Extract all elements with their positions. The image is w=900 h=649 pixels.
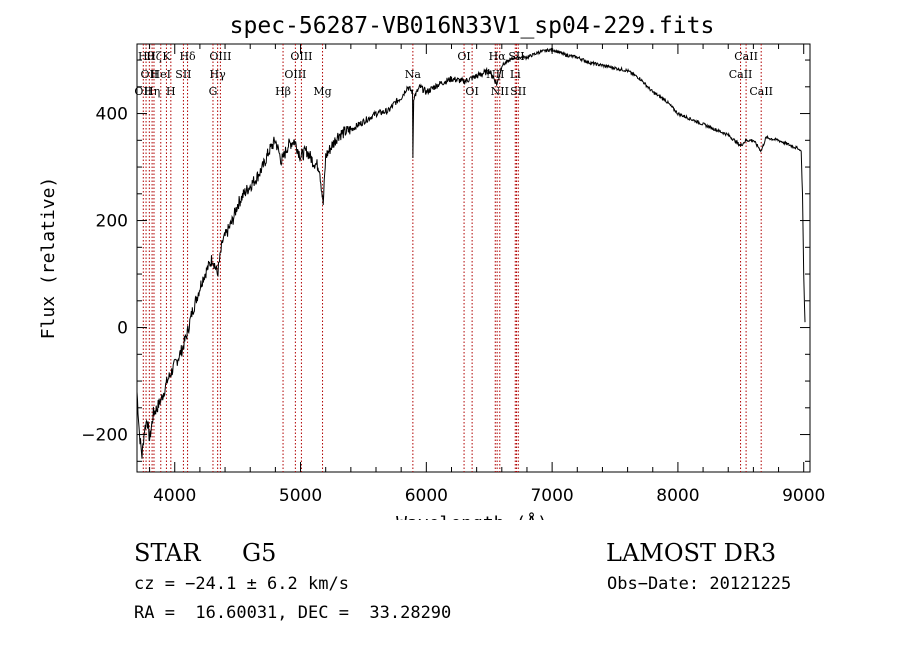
line-label: SII [508,50,524,63]
coordinates: RA = 16.60031, DEC = 33.28290 [134,603,452,623]
line-label: Na [405,68,422,81]
plot-frame [136,43,811,473]
line-label: OII [140,68,158,81]
object-type: STAR [134,539,201,567]
line-label: OIII [284,68,306,81]
spectral-subclass: G5 [242,539,277,567]
observation-date: Obs−Date: 20121225 [607,574,792,594]
y-tick-label: 0 [117,319,128,339]
line-label: Hα [489,50,507,63]
line-label: Hη [144,85,160,98]
y-tick-label: 200 [96,212,128,232]
line-label: OII [134,85,152,98]
y-tick-label: −200 [81,426,128,446]
line-label: K [162,50,171,63]
line-label: Hζ [146,50,162,63]
line-label: OI [465,85,478,98]
line-label: OI [457,50,470,63]
line-label: NII [491,85,509,98]
line-label: Hθ [138,50,155,63]
x-axis: 4000 5000 6000 7000 8000 9000 [149,44,825,506]
x-tick-label: 6000 [405,486,448,506]
line-label: CaII [734,50,758,63]
x-tick-label: 4000 [153,486,196,506]
line-label: CaII [749,85,773,98]
line-label: Hδ [179,50,196,63]
y-tick-label: 400 [96,105,128,125]
line-label: HeI [151,68,171,81]
line-label: H [166,85,176,98]
line-label: G [209,85,218,98]
y-axis-label: Flux (relative) [38,177,59,340]
line-label: SII [510,85,526,98]
x-tick-label: 8000 [656,486,699,506]
line-label: Hγ [210,68,227,81]
line-label: CaII [729,68,753,81]
x-tick-label: 9000 [782,486,825,506]
x-axis-label: Wavelength (Å) [396,512,548,520]
spectral-line-labels: OIIHθOIIHηHζHeIKHSIIHδGHγOIIIHβOIIIOIIIM… [134,50,773,98]
line-label: Hβ [275,85,291,98]
x-tick-label: 5000 [279,486,322,506]
spectrum-line [136,47,806,459]
chart-title: spec-56287-VB016N33V1_sp04-229.fits [230,13,715,39]
spectrum-chart: spec-56287-VB016N33V1_sp04-229.fits OIIH… [38,13,825,520]
y-axis: −200 0 200 400 [81,59,810,462]
survey-name: LAMOST DR3 [606,539,777,567]
line-label: Mg [313,85,331,98]
line-label: Li [510,68,521,81]
line-label: SII [175,68,191,81]
spectrum-series [136,47,806,459]
spectral-line-markers [142,44,762,472]
redshift-cz: cz = −24.1 ± 6.2 km/s [134,574,349,594]
line-label: OIII [290,50,312,63]
x-tick-label: 7000 [530,486,573,506]
line-label: OIII [209,50,231,63]
